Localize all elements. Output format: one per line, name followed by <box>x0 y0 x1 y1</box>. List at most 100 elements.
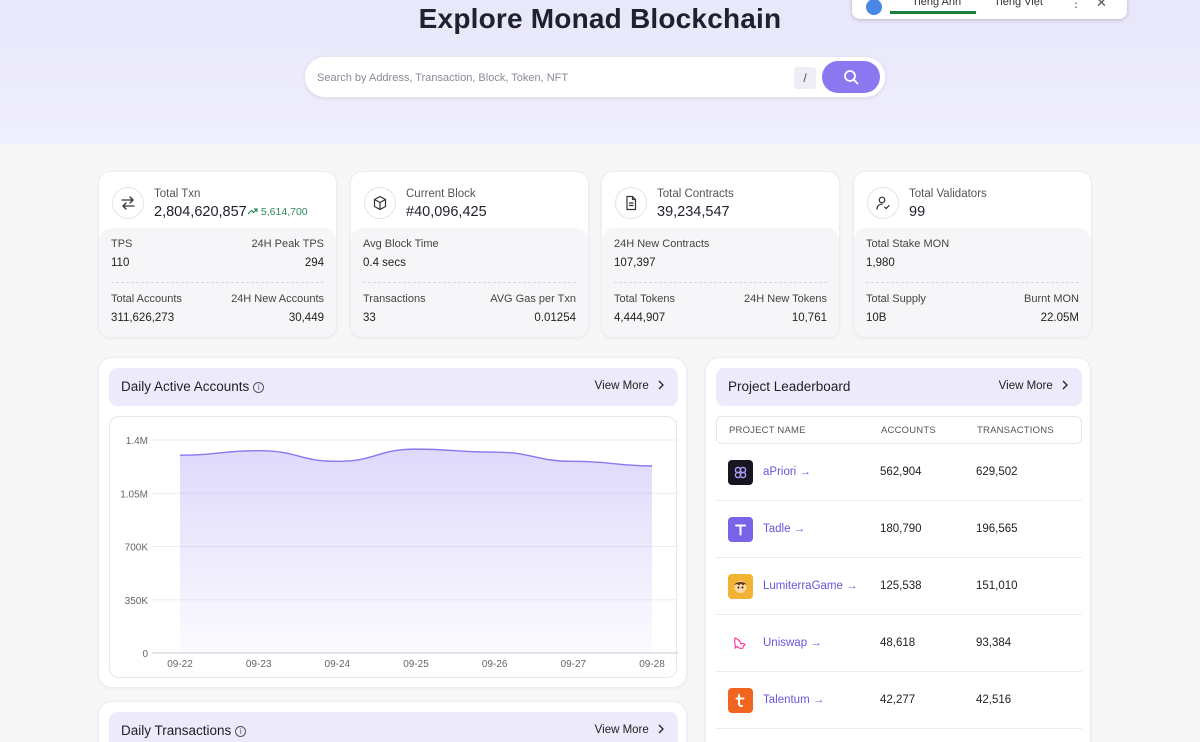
transactions-label: Transactions <box>363 293 426 305</box>
accounts-value: 180,790 <box>880 523 922 535</box>
accounts-value: 562,904 <box>880 466 922 478</box>
stat-value[interactable]: #40,096,425 <box>406 204 487 220</box>
tps-value: 110 <box>111 257 130 269</box>
close-icon[interactable]: ✕ <box>1096 0 1107 10</box>
new-accounts-label: 24H New Accounts <box>231 293 324 305</box>
view-more-link[interactable]: View More <box>595 380 666 392</box>
info-icon[interactable]: i <box>253 382 265 393</box>
view-more-label: View More <box>594 724 649 736</box>
total-tokens-label: Total Tokens <box>614 293 675 305</box>
info-icon[interactable]: i <box>235 726 247 737</box>
stat-card-total-validators: Total Validators 99 Total Stake MON 1,98… <box>853 171 1092 338</box>
peak-tps-value: 294 <box>304 257 324 269</box>
cube-icon <box>364 187 396 219</box>
search-button[interactable] <box>822 61 880 93</box>
stat-card-total-txn: Total Txn 2,804,620,857 5,614,700 TPS 24… <box>98 171 337 338</box>
stat-label: Total Contracts <box>657 188 734 200</box>
total-stake-value: 1,980 <box>866 257 895 269</box>
tps-label: TPS <box>111 238 133 250</box>
table-row[interactable]: LumiterraGame → 125,538 151,010 <box>716 558 1082 615</box>
transactions-value: 629,502 <box>976 466 1018 478</box>
translate-tab-target[interactable]: Tiếng Việt <box>994 0 1043 8</box>
translate-logo-icon <box>866 0 882 15</box>
avg-block-time-label: Avg Block Time <box>363 238 439 250</box>
active-tab-indicator <box>890 11 976 14</box>
panel-title: Daily Transactions i <box>121 723 247 738</box>
x-tick-label: 09-23 <box>246 659 272 670</box>
stat-value: 2,804,620,857 <box>154 204 247 220</box>
transactions-value: 42,516 <box>976 694 1012 706</box>
panel-title-text: Daily Active Accounts <box>121 379 250 394</box>
stat-value: 99 <box>909 204 926 220</box>
avg-block-time-value: 0.4 secs <box>363 257 406 269</box>
view-more-label: View More <box>594 380 649 392</box>
y-tick-label: 0 <box>142 649 148 660</box>
view-more-link[interactable]: View More <box>595 724 666 736</box>
accounts-value: 48,618 <box>880 637 916 649</box>
transactions-value: 33 <box>363 312 376 324</box>
new-tokens-value: 10,761 <box>791 312 827 324</box>
column-header-project: PROJECT NAME <box>729 425 806 436</box>
x-tick-label: 09-26 <box>482 659 508 670</box>
burnt-mon-value: 22.05M <box>1040 312 1079 324</box>
column-header-accounts: ACCOUNTS <box>881 425 936 436</box>
transactions-value: 151,010 <box>976 580 1018 592</box>
burnt-mon-label: Burnt MON <box>1023 293 1079 305</box>
x-tick-label: 09-24 <box>325 659 351 670</box>
lumiterra-logo-icon <box>728 574 753 599</box>
talentum-logo-icon <box>728 688 753 713</box>
project-link[interactable]: LumiterraGame → <box>763 580 858 592</box>
uniswap-logo-icon <box>728 631 753 656</box>
x-tick-label: 09-25 <box>403 659 429 670</box>
stat-label: Total Validators <box>909 188 987 200</box>
project-link[interactable]: aPriori → <box>763 466 811 478</box>
stat-delta: 5,614,700 <box>247 206 308 218</box>
page-title: Explore Monad Blockchain <box>418 3 782 34</box>
panel-title: Project Leaderboard <box>728 379 851 394</box>
transactions-value: 93,384 <box>976 637 1012 649</box>
swap-arrows-icon <box>112 187 144 219</box>
panel-header: Daily Active Accounts i View More <box>109 368 678 406</box>
divider <box>363 282 576 283</box>
y-tick-label: 700K <box>125 543 149 554</box>
project-link[interactable]: Uniswap → <box>763 637 822 649</box>
table-row[interactable]: Uniswap → 48,618 93,384 <box>716 615 1082 672</box>
avg-gas-label: AVG Gas per Txn <box>490 293 576 305</box>
new-contracts-value: 107,397 <box>614 257 656 269</box>
more-options-icon[interactable]: ⋮ <box>1070 0 1082 10</box>
search-input[interactable] <box>317 67 787 89</box>
stat-value: 39,234,547 <box>657 204 730 220</box>
translate-tab-source[interactable]: Tiếng Anh <box>912 0 962 8</box>
leaderboard-header-row: PROJECT NAME ACCOUNTS TRANSACTIONS <box>716 416 1082 444</box>
table-row[interactable]: Tadle → 180,790 196,565 <box>716 501 1082 558</box>
avg-gas-value: 0.01254 <box>534 312 576 324</box>
y-tick-label: 1.4M <box>126 436 148 447</box>
document-icon <box>615 187 647 219</box>
table-row[interactable]: Talentum → 42,277 42,516 <box>716 672 1082 729</box>
chevron-right-icon <box>658 724 664 734</box>
view-more-label: View More <box>998 380 1053 392</box>
search-bar: / <box>304 56 886 98</box>
column-header-transactions: TRANSACTIONS <box>977 425 1054 436</box>
daily-accounts-chart: 0 350K 700K 1.05M 1.4M 09-22 09-23 09-24 09-25 09… <box>120 436 678 670</box>
daily-transactions-panel: Daily Transactions i View More <box>98 701 687 742</box>
accounts-value: 42,277 <box>880 694 916 706</box>
accounts-value: 125,538 <box>880 580 922 592</box>
stat-delta-value: 5,614,700 <box>260 206 308 218</box>
chevron-right-icon <box>1062 380 1068 390</box>
total-accounts-value: 311,626,273 <box>111 312 175 324</box>
y-tick-label: 1.05M <box>120 489 148 500</box>
divider <box>111 282 324 283</box>
project-link[interactable]: Talentum → <box>763 694 825 706</box>
translate-popup: Tiếng Anh Tiếng Việt ⋮ ✕ <box>852 0 1127 19</box>
project-link[interactable]: Tadle → <box>763 523 806 535</box>
table-row[interactable]: aPriori → 562,904 629,502 <box>716 444 1082 501</box>
view-more-link[interactable]: View More <box>999 380 1070 392</box>
new-tokens-label: 24H New Tokens <box>744 293 827 305</box>
total-supply-label: Total Supply <box>866 293 926 305</box>
total-accounts-label: Total Accounts <box>111 293 182 305</box>
user-check-icon <box>867 187 899 219</box>
stat-label: Total Txn <box>154 188 201 200</box>
panel-header: Daily Transactions i View More <box>109 712 678 742</box>
stat-label: Current Block <box>406 188 476 200</box>
